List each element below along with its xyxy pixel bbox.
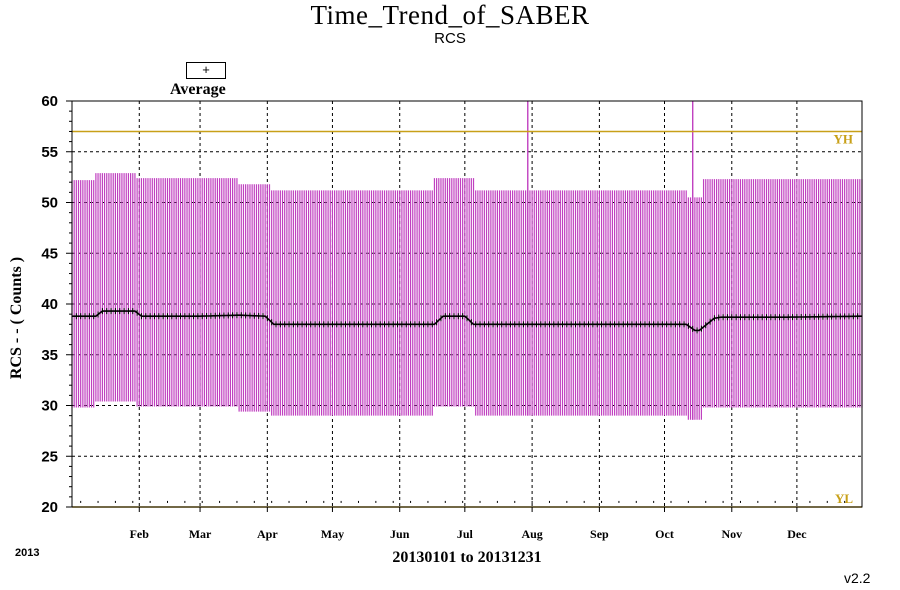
x-tick-label: Sep (590, 527, 609, 541)
x-tick-label: Oct (655, 527, 674, 541)
limit-label-yh: YH (834, 131, 854, 146)
y-tick-label: 55 (41, 144, 58, 161)
y-tick-label: 60 (41, 93, 58, 110)
legend-label: Average (170, 81, 226, 98)
y-tick-label: 35 (41, 347, 58, 364)
x-tick-label: Feb (130, 527, 150, 541)
axes (66, 100, 863, 512)
tick-labels: 20 25 30 35 40 45 50 55 60 Feb Mar Apr May Jun Jul Aug S… (41, 93, 807, 541)
chart-title: Time_Trend_of_SABER (310, 0, 590, 30)
y-tick-label: 50 (41, 195, 58, 212)
year-label: 2013 (15, 547, 40, 559)
x-tick-label: Jun (390, 527, 410, 541)
limit-label-yl: YL (835, 491, 853, 506)
x-tick-label: Mar (189, 527, 212, 541)
x-tick-label: May (321, 527, 344, 541)
x-tick-label: Aug (521, 527, 542, 541)
y-tick-label: 25 (41, 448, 58, 465)
plot-frame (71, 100, 863, 508)
average-series (71, 308, 863, 334)
x-tick-label: Apr (257, 527, 278, 541)
y-tick-label: 45 (41, 245, 58, 262)
x-tick-label: Dec (787, 527, 807, 541)
y-tick-label: 30 (41, 398, 58, 415)
legend-marker: + (186, 62, 226, 79)
y-tick-label: 20 (41, 499, 58, 516)
range-bars (71, 101, 863, 420)
x-tick-label: Jul (457, 527, 474, 541)
x-axis-label: 20130101 to 20131231 (392, 549, 542, 566)
chart-subtitle: RCS (434, 30, 466, 47)
version-label: v2.2 (844, 570, 871, 586)
grid-lines (72, 101, 862, 507)
x-tick-label: Nov (721, 527, 742, 541)
y-axis-label: RCS - - ( Counts ) (8, 257, 25, 379)
y-tick-label: 40 (41, 296, 58, 313)
